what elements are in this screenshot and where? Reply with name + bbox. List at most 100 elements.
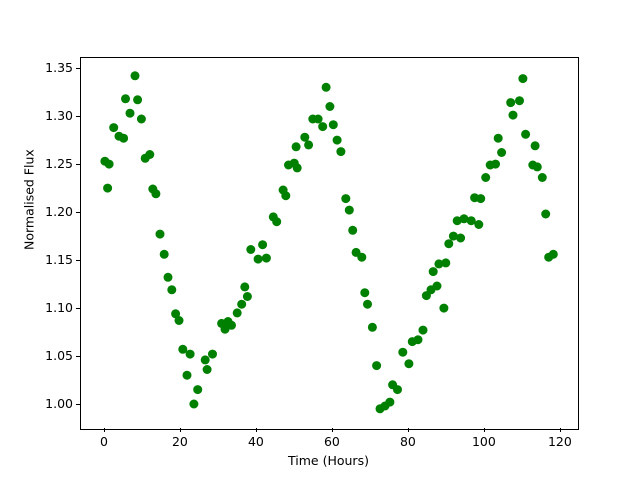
data-point [363,299,372,309]
data-point [291,142,301,152]
x-tick-label: 80 [399,434,416,449]
data-point [357,252,367,262]
data-point [136,114,146,124]
data-point [491,159,500,169]
data-point [459,214,469,224]
data-point [227,320,236,330]
data-point [185,349,195,359]
data-point [253,254,263,264]
x-tick-label: 20 [171,434,188,449]
x-tick-mark [103,428,105,432]
x-tick-mark [179,428,181,432]
data-point [348,225,358,235]
y-tick-label: 1.15 [45,252,73,268]
data-point [318,122,328,132]
plot-area [80,57,579,430]
data-point [434,259,444,269]
data-point [336,147,346,157]
y-tick-label: 1.20 [45,204,73,220]
data-point [385,397,395,407]
data-point [133,95,143,105]
y-tick-mark [76,356,80,357]
x-tick-label: 100 [471,434,496,449]
y-axis-label: Normalised Flux [21,149,37,250]
data-point [104,159,114,169]
data-point [456,233,466,243]
y-tick-label: 1.25 [45,156,73,172]
data-point [125,108,135,118]
data-point [325,102,335,111]
data-point [441,258,451,268]
y-tick-mark [76,212,80,214]
y-tick-label: 1.05 [45,348,73,363]
data-point [103,183,113,193]
data-point [155,229,165,239]
x-tick-label: 40 [247,434,264,449]
x-tick-mark [407,428,409,432]
data-point [518,74,528,84]
data-point [532,162,542,172]
data-point [418,325,428,335]
data-point [474,220,484,229]
y-tick-label: 1.35 [45,60,73,76]
data-point [372,361,382,371]
data-point [109,123,119,133]
data-point [200,355,210,365]
data-point [332,135,342,145]
data-point [261,253,271,263]
data-point [292,163,302,173]
data-point [515,96,524,106]
data-point [321,82,331,92]
data-point [530,141,540,151]
data-point [521,129,531,139]
data-point [202,365,212,374]
data-point [272,217,282,227]
data-point [171,309,181,319]
data-point [208,349,217,359]
data-point [151,189,161,199]
data-point [548,249,558,259]
data-point [121,94,130,104]
x-axis-label: Time (Hours) [288,453,369,468]
data-point [344,205,354,215]
data-point [313,114,323,124]
x-tick-label: 120 [547,434,572,449]
data-point [476,194,486,204]
data-point [367,322,377,332]
data-point [393,385,402,395]
x-tick-mark [331,428,333,432]
y-tick-mark [76,68,80,70]
data-point [452,216,462,226]
data-point [130,71,140,81]
data-point [242,292,252,301]
data-point [537,173,547,182]
y-tick-label: 1.00 [45,396,73,411]
data-point [258,240,268,250]
y-tick-label: 1.10 [45,300,73,315]
data-point [444,239,454,249]
x-tick-label: 0 [99,434,108,449]
data-point [466,216,476,226]
data-point [182,370,192,380]
data-point [304,140,314,150]
data-point [439,303,449,313]
data-point [145,150,155,159]
data-point [232,308,242,318]
data-point [508,110,518,120]
data-point [178,344,188,354]
data-point [432,281,442,291]
x-tick-mark [483,428,485,432]
data-point [541,209,551,219]
data-point [159,249,169,259]
data-point [193,385,203,395]
y-axis-label-text: Normalised Flux [21,149,37,250]
y-tick-mark [76,308,80,309]
x-tick-label: 60 [323,434,340,449]
data-point [237,299,247,309]
data-point [341,194,351,204]
y-tick-mark [76,116,80,118]
data-point [404,359,414,369]
data-point [174,316,184,325]
data-point [163,272,173,282]
